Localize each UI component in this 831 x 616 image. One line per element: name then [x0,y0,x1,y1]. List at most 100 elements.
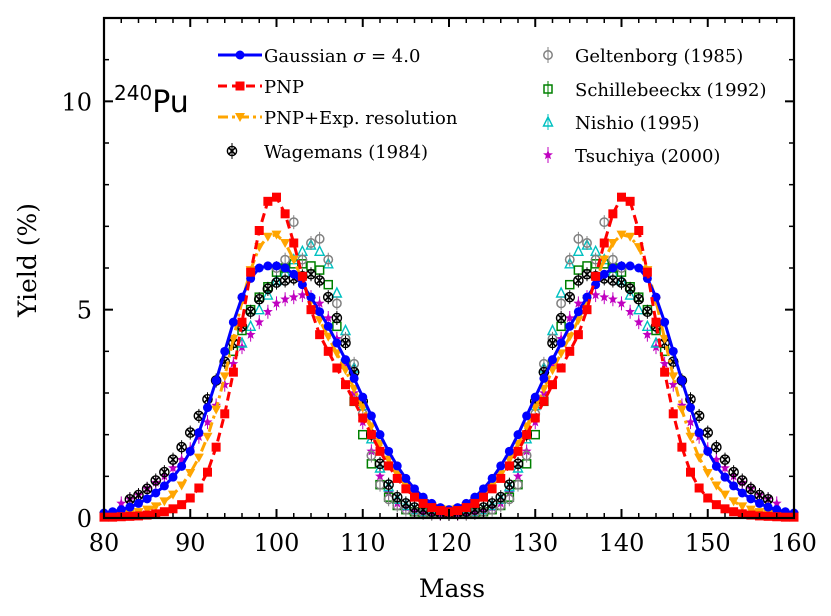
data-point-1 [668,409,678,419]
data-point-3 [383,479,394,490]
data-point-3 [314,275,325,286]
data-point-1 [625,196,635,206]
data-point-0 [384,446,394,456]
data-point-7 [513,471,523,481]
data-point-1 [548,380,557,390]
data-point-1 [375,446,385,456]
data-point-1 [729,507,739,517]
data-point-0 [496,461,506,471]
data-point-1 [582,305,592,315]
data-point-7 [245,329,256,339]
data-point-2 [176,481,187,491]
x-tick-label: 80 [89,529,120,557]
data-point-1 [177,500,187,510]
y-tick-label: 5 [77,297,92,325]
legend-symbol-6 [542,114,554,130]
data-point-7 [720,462,730,473]
data-point-3 [564,291,576,303]
data-point-1 [358,413,368,423]
data-point-1 [496,473,506,483]
data-point-4 [297,254,308,265]
legend-symbol-5 [543,81,553,97]
data-point-0 [142,494,152,504]
data-point-4 [323,254,334,265]
data-point-0 [548,355,557,365]
legend-symbol-0 [218,50,262,60]
data-point-7 [685,416,696,427]
data-point-1 [306,305,316,315]
data-point-5 [323,279,333,290]
data-point-1 [522,430,532,440]
data-point-1 [694,483,704,493]
data-point-7 [599,291,610,302]
legend-label-pnp-exp: PNP+Exp. resolution [264,108,458,129]
data-point-0 [513,430,523,440]
data-point-2 [202,432,213,442]
data-point-6 [572,244,585,257]
legend-gaussian-sigma: σ [353,46,366,67]
legend-entry-pnp: PNP [218,77,304,98]
data-point-7 [323,312,334,323]
data-point-3 [331,312,343,324]
legend-marker-6 [542,115,554,127]
data-point-3 [486,498,498,509]
data-point-7 [314,298,325,308]
data-point-0 [280,263,290,273]
data-point-1 [228,367,238,377]
data-point-6 [244,319,257,332]
data-point-3 [262,283,274,295]
legend-marker-3 [226,145,238,157]
data-point-1 [366,430,376,440]
data-point-1 [401,484,411,494]
data-point-0 [228,317,238,327]
data-point-0 [203,403,212,413]
data-point-1 [660,367,670,377]
data-point-3 [176,441,187,453]
mass-number: 240 [114,81,152,105]
data-point-4 [331,298,342,309]
data-point-2 [616,230,627,240]
data-point-3 [711,441,722,453]
data-point-1 [530,413,540,423]
data-point-0 [522,411,532,421]
data-point-0 [703,446,713,456]
data-point-0 [763,502,773,512]
data-point-3 [736,475,748,486]
data-point-1 [410,492,419,502]
data-point-0 [306,292,316,302]
data-point-2 [685,432,696,442]
data-point-0 [341,355,350,365]
data-point-2 [702,469,713,478]
legend-entry-pnp-exp: PNP+Exp. resolution [218,108,458,129]
data-point-0 [694,428,704,438]
data-point-7 [573,298,584,308]
data-point-0 [401,473,411,483]
data-point-0 [737,488,747,498]
series-layer [99,192,799,522]
data-point-0 [617,261,626,271]
y-tick-label: 0 [77,505,92,533]
data-point-4 [582,238,592,248]
data-point-3 [728,466,739,478]
data-point-5 [565,279,575,290]
legend-entry-wagemans: Wagemans (1984) [226,142,428,163]
data-point-4 [314,233,325,244]
data-point-0 [686,403,695,413]
data-point-3 [495,491,507,503]
data-point-1 [289,238,299,248]
legend-symbol-7 [543,147,553,163]
data-point-0 [479,484,488,494]
data-point-3 [504,479,515,490]
legend-symbol-2 [218,113,262,122]
data-point-0 [772,505,782,515]
data-point-0 [746,494,756,504]
data-point-0 [565,321,575,331]
data-point-1 [203,467,212,477]
legend-gaussian-prefix: Gaussian [264,46,353,67]
data-point-0 [194,428,204,438]
data-point-3 [745,483,757,495]
y-tick-label: 10 [61,88,92,116]
data-point-7 [590,289,601,300]
data-point-7 [288,291,299,302]
data-point-3 [633,293,645,305]
